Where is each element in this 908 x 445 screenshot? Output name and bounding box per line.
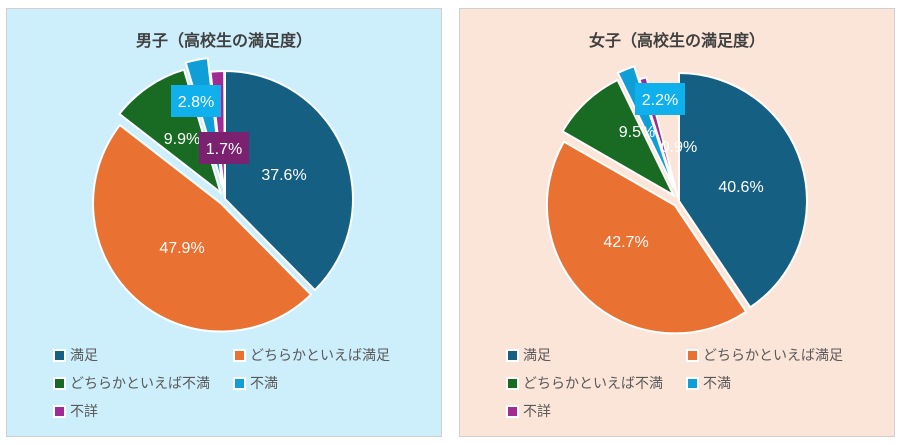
legend-label: どちらかといえば不満 — [523, 376, 663, 392]
data-label: 37.6% — [261, 167, 306, 184]
legend-item: どちらかといえば不満 — [506, 373, 663, 393]
data-label-box — [171, 85, 221, 117]
legend-item: 不詳 — [53, 401, 98, 421]
pie-slice — [224, 69, 354, 292]
legend-item: どちらかといえば不満 — [53, 373, 210, 393]
legend-item: 満足 — [53, 345, 98, 365]
legend-item: 不満 — [686, 373, 731, 393]
legend-item: どちらかといえば満足 — [233, 345, 390, 365]
legend-swatch — [506, 348, 519, 362]
legend-swatch — [53, 348, 66, 362]
pie-slice — [117, 68, 223, 196]
data-label-box — [199, 132, 249, 164]
legend-label: どちらかといえば不満 — [70, 376, 210, 392]
legend-swatch — [233, 376, 246, 390]
legend-swatch — [53, 404, 66, 418]
data-label: 1.7% — [206, 141, 242, 158]
legend-label: どちらかといえば満足 — [250, 348, 390, 364]
chart-title: 男子（高校生の満足度） — [135, 31, 312, 50]
data-label: 47.9% — [159, 240, 204, 257]
data-label: 2.8% — [178, 94, 214, 111]
legend-swatch — [506, 376, 519, 390]
pie-male: 37.6% 47.9% 9.9% 2.8% 1.7% — [92, 56, 354, 333]
legend-label: 不満 — [703, 376, 731, 392]
legend-item: どちらかといえば満足 — [686, 345, 843, 365]
legend-label: どちらかといえば満足 — [703, 348, 843, 364]
data-label: 42.7% — [603, 234, 648, 251]
pie-slice — [561, 78, 676, 198]
legend-item: 不詳 — [506, 401, 551, 421]
legend-item: 満足 — [506, 345, 551, 365]
data-label: 2.2% — [642, 92, 678, 109]
legend-label: 不詳 — [70, 404, 98, 420]
data-label-box — [635, 83, 685, 115]
legend-swatch — [233, 348, 246, 362]
legend-swatch — [506, 404, 519, 418]
chart-male: 男子（高校生の満足度） 37.6% 47.9% 9.9% 2.8% 1.7% 満足 どちら… — [6, 8, 442, 437]
pie-slice — [92, 123, 313, 333]
legend-label: 満足 — [70, 348, 98, 364]
data-label: 9.9% — [164, 131, 200, 148]
legend-label: 不満 — [250, 376, 278, 392]
legend-label: 満足 — [523, 348, 551, 364]
pie-slice — [616, 65, 675, 189]
chart-female: 女子（高校生の満足度） 40.6% 42.7% 9.5% 2.2% 0.9% 満足 どちら… — [459, 8, 895, 437]
pie-female: 40.6% 42.7% 9.5% 2.2% 0.9% — [545, 65, 808, 335]
pie-slice — [545, 140, 748, 335]
pie-slice — [678, 71, 808, 309]
data-label: 0.9% — [661, 139, 697, 156]
data-label: 40.6% — [718, 179, 763, 196]
legend-swatch — [686, 376, 699, 390]
legend-item: 不満 — [233, 373, 278, 393]
legend-swatch — [686, 348, 699, 362]
legend-swatch — [53, 376, 66, 390]
legend-label: 不詳 — [523, 404, 551, 420]
data-label: 9.5% — [619, 124, 655, 141]
chart-title: 女子（高校生の満足度） — [588, 31, 765, 50]
